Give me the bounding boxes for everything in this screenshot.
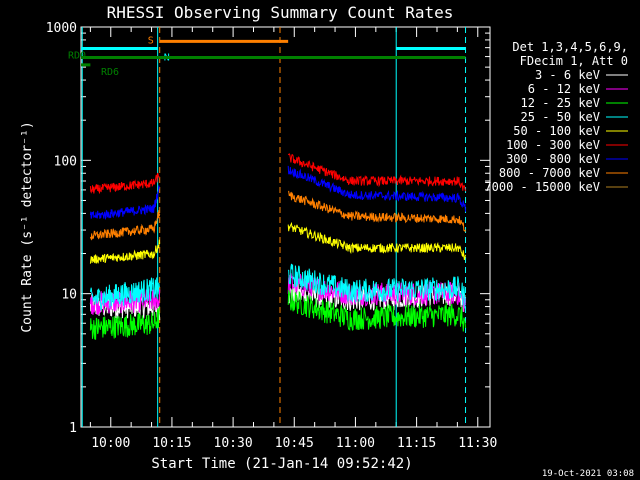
x-axis-ticks: 10:00 10:15 10:30 10:45 11:00 11:15 11:30: [89, 27, 497, 451]
x-tick-label: 10:15: [152, 436, 191, 451]
series-line: [89, 239, 161, 264]
series-line: [89, 277, 160, 311]
legend-entry-label: 100 - 300 keV: [506, 138, 600, 152]
flag-label: S: [148, 35, 154, 46]
series-line: [89, 306, 161, 340]
x-axis-label: Start Time (21-Jan-14 09:52:42): [151, 456, 412, 472]
x-tick-label: 11:30: [458, 436, 497, 451]
series-group: [89, 153, 466, 340]
chart-title: RHESSI Observing Summary Count Rates: [107, 3, 454, 22]
y-axis-ticks: 1 10 100 1000: [46, 21, 490, 436]
legend-entry-label: 6 - 12 keV: [528, 82, 600, 96]
series-line: [287, 165, 466, 212]
series-line: [89, 185, 160, 221]
legend-entry-label: 25 - 50 keV: [521, 110, 600, 124]
series-line: [287, 289, 466, 332]
plot-frame: [80, 26, 491, 428]
x-tick-label: 11:15: [397, 436, 436, 451]
timestamp: 19-Oct-2021 03:08: [542, 469, 634, 479]
flag-label: RD0: [68, 51, 86, 62]
series-line: [287, 153, 466, 192]
y-tick-label: 1: [69, 421, 77, 436]
x-tick-label: 11:00: [336, 436, 375, 451]
series-line: [287, 221, 466, 261]
x-tick-label: 10:00: [91, 436, 130, 451]
y-tick-label: 10: [61, 288, 77, 303]
series-line: [288, 190, 466, 233]
legend-entry-label: 800 - 7000 keV: [499, 166, 600, 180]
legend-entry-label: 300 - 800 keV: [506, 152, 600, 166]
flag-bars: SNRD0RD6: [68, 35, 466, 78]
legend-entry-label: 12 - 25 keV: [521, 96, 600, 110]
series-line: [89, 172, 161, 194]
y-axis-label: Count Rate (s⁻¹ detector⁻¹): [20, 121, 35, 332]
legend-entry-label: 3 - 6 keV: [535, 68, 600, 82]
y-tick-label: 1000: [46, 21, 77, 36]
legend-header-2: FDecim 1, Att 0: [520, 54, 628, 68]
y-tick-label: 100: [54, 154, 77, 169]
x-tick-label: 10:45: [275, 436, 314, 451]
legend: Det 1,3,4,5,6,9, FDecim 1, Att 0 3 - 6 k…: [484, 40, 628, 194]
legend-header-1: Det 1,3,4,5,6,9,: [512, 40, 628, 54]
reference-lines: [81, 27, 467, 427]
legend-entry-label: 7000 - 15000 keV: [484, 180, 600, 194]
x-tick-label: 10:30: [214, 436, 253, 451]
series-line: [89, 210, 161, 241]
legend-entry-label: 50 - 100 keV: [513, 124, 600, 138]
series-line: [287, 263, 466, 309]
flag-label: RD6: [101, 67, 119, 78]
